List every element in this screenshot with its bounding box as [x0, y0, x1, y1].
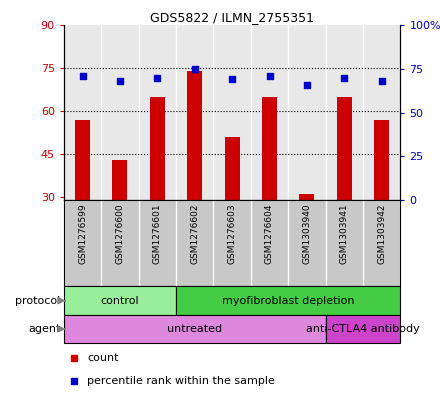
Bar: [187, 71, 202, 200]
Text: GSM1303942: GSM1303942: [377, 204, 386, 264]
Point: [304, 81, 311, 88]
Text: GSM1276600: GSM1276600: [115, 204, 125, 264]
Text: GSM1276602: GSM1276602: [190, 204, 199, 264]
Text: GSM1303941: GSM1303941: [340, 204, 349, 264]
Bar: [374, 120, 389, 200]
Point: [378, 78, 385, 84]
Text: GSM1303940: GSM1303940: [302, 204, 312, 264]
Bar: [64, 286, 176, 315]
Bar: [262, 97, 277, 200]
Bar: [75, 120, 90, 200]
Point: [191, 66, 198, 72]
Bar: [64, 315, 326, 343]
Bar: [113, 160, 128, 200]
Text: agent: agent: [28, 324, 60, 334]
Text: GSM1276603: GSM1276603: [227, 204, 237, 264]
Text: protocol: protocol: [15, 296, 60, 306]
Point: [341, 75, 348, 81]
Text: control: control: [101, 296, 139, 306]
Text: myofibroblast depletion: myofibroblast depletion: [222, 296, 355, 306]
Bar: [176, 286, 400, 315]
Bar: [299, 194, 315, 200]
Text: untreated: untreated: [167, 324, 222, 334]
Bar: [326, 315, 400, 343]
Bar: [150, 97, 165, 200]
Text: percentile rank within the sample: percentile rank within the sample: [88, 376, 275, 386]
Text: GSM1276601: GSM1276601: [153, 204, 162, 264]
Title: GDS5822 / ILMN_2755351: GDS5822 / ILMN_2755351: [150, 11, 314, 24]
Point: [266, 73, 273, 79]
Text: anti-CTLA4 antibody: anti-CTLA4 antibody: [306, 324, 420, 334]
Point: [116, 78, 123, 84]
Bar: [224, 137, 239, 200]
Text: GSM1276599: GSM1276599: [78, 204, 87, 264]
Point: [79, 73, 86, 79]
Bar: [337, 97, 352, 200]
Point: [154, 75, 161, 81]
Text: GSM1276604: GSM1276604: [265, 204, 274, 264]
Text: count: count: [88, 353, 119, 363]
Point: [229, 76, 236, 83]
